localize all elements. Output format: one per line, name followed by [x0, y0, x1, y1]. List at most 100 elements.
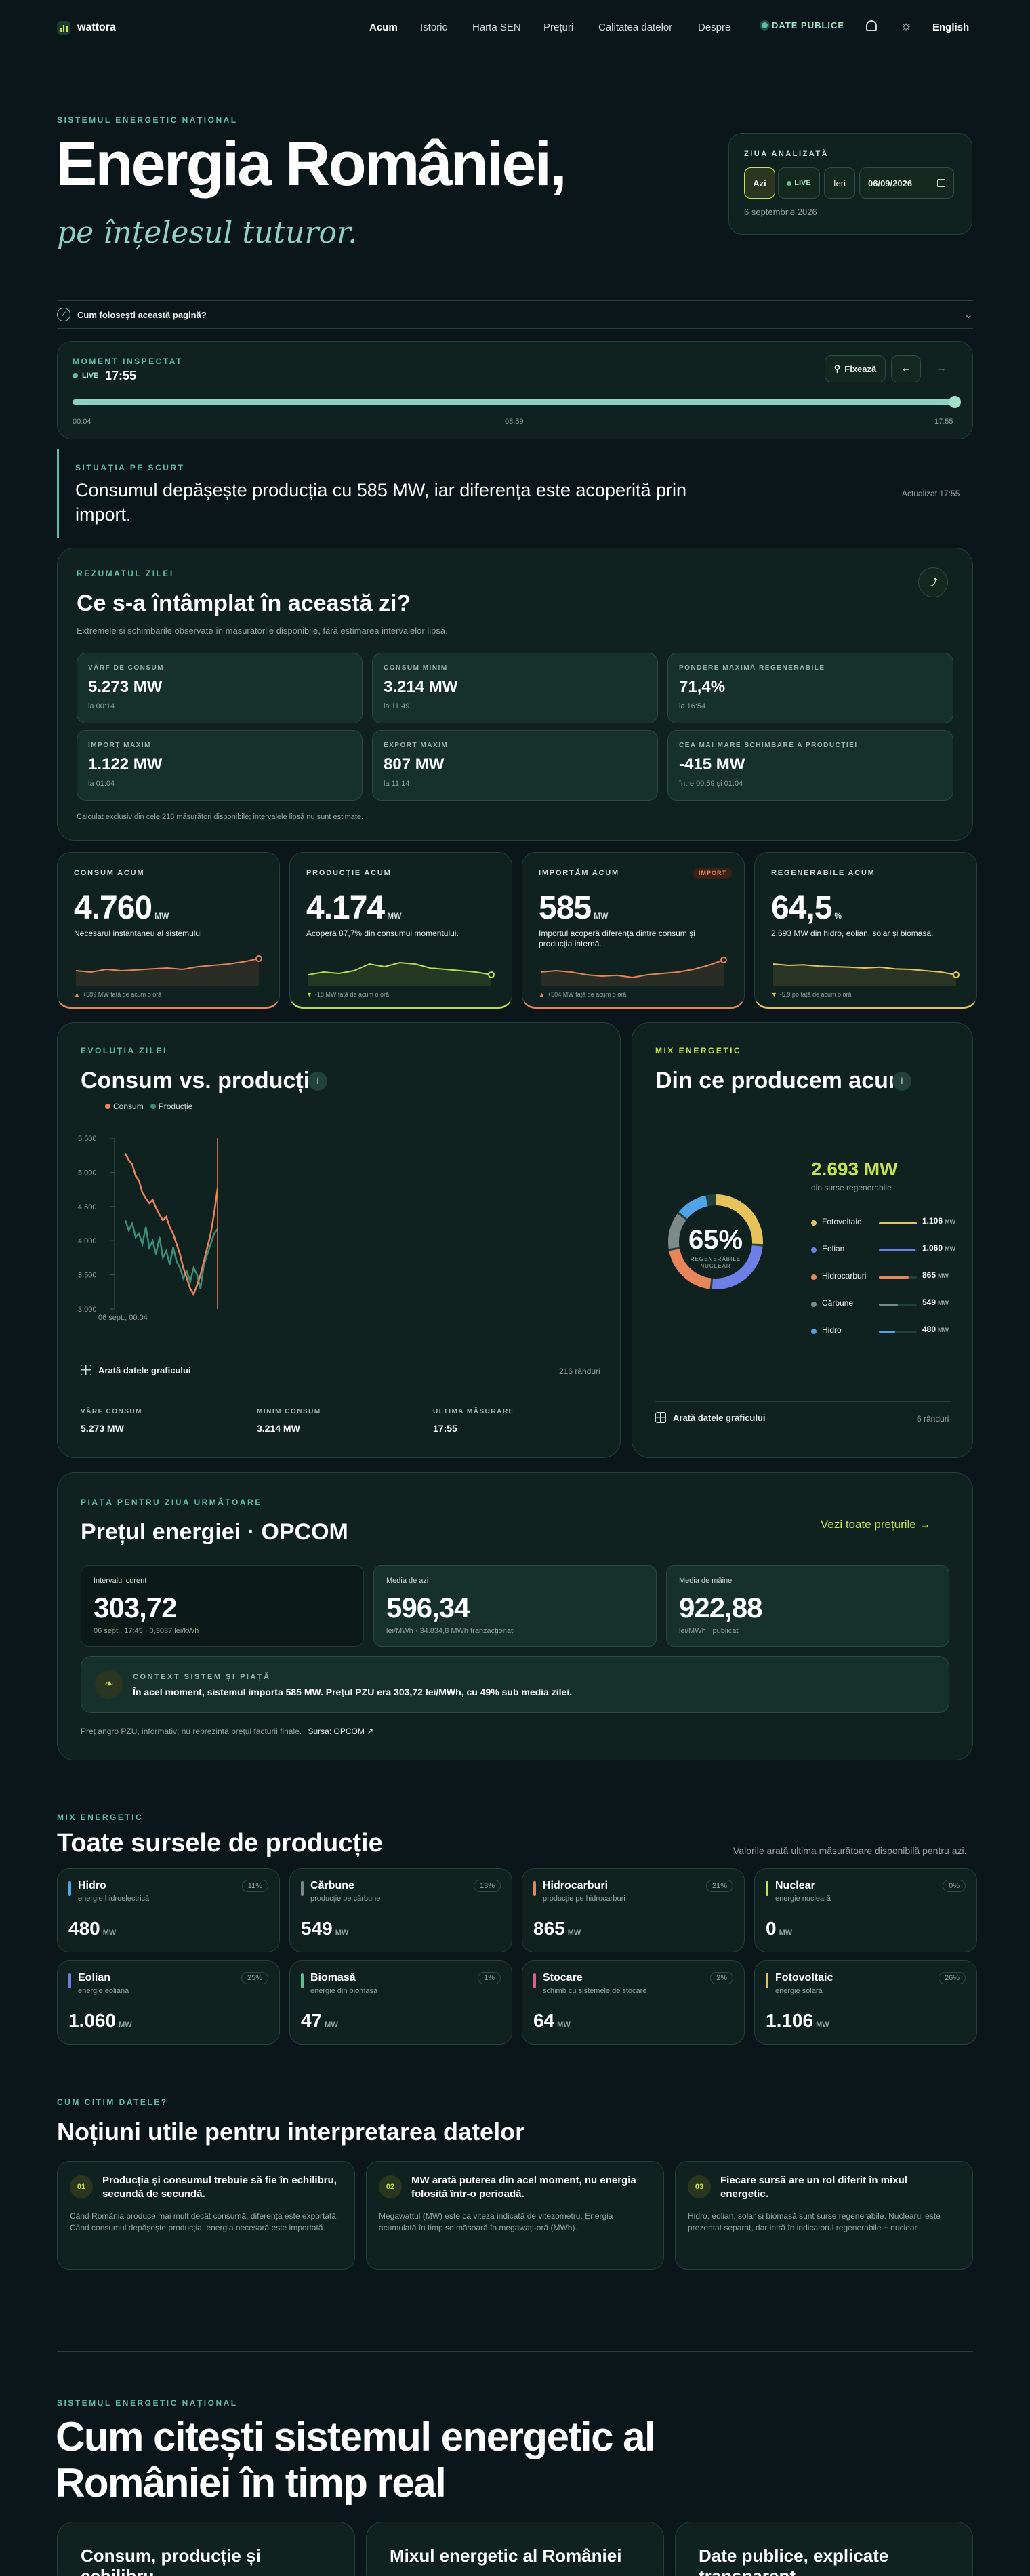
source-card[interactable]: Biomasă energie din biomasă 1% 47 MW — [289, 1960, 512, 2045]
kpi-desc: Acoperă 87,7% din consumul momentului. — [306, 929, 459, 938]
source-card[interactable]: Fotovoltaic energie solară 26% 1.106 MW — [754, 1960, 977, 2045]
help-toggle[interactable]: ✓ Cum folosești această pagină? ⌄ — [57, 301, 973, 328]
nav-harta-sen[interactable]: Harta SEN — [472, 22, 521, 33]
evolution-info-icon[interactable]: i — [308, 1072, 327, 1091]
source-unit: MW — [557, 2021, 571, 2029]
kpi-label: PRODUCȚIE ACUM — [306, 869, 392, 877]
donut-slice — [668, 1194, 763, 1289]
kpi-value: 4.174 — [306, 890, 385, 926]
data-point — [165, 1250, 167, 1252]
y-tick-label: 3.500 — [78, 1272, 97, 1280]
evolution-stat-value: 5.273 MW — [81, 1423, 124, 1434]
kpi-delta: ▲ +589 MW față de acum o oră — [74, 991, 162, 998]
data-point — [196, 1284, 198, 1286]
source-color-bar — [301, 1881, 304, 1896]
sparkline-area — [541, 960, 724, 986]
mix-legend-row[interactable]: Hidrocarburi 865 MW — [811, 1270, 960, 1285]
source-desc: energie nucleară — [775, 1895, 831, 1903]
day-panel: ZIUA ANALIZATĂ Azi LIVE Ieri 06/09/2026 … — [728, 133, 972, 235]
mix-row-count: 6 rânduri — [917, 1414, 949, 1424]
mix-show-data-toggle[interactable]: Arată datele graficului — [655, 1412, 766, 1423]
mix-bar-fill — [879, 1222, 917, 1224]
yesterday-button[interactable]: Ieri — [824, 167, 855, 199]
opcom-source-link[interactable]: Sursa: OPCOM ↗ — [308, 1727, 374, 1736]
mix-bar-track — [879, 1249, 917, 1251]
all-prices-link[interactable]: Vezi toate prețurile → — [821, 1518, 931, 1531]
metric-label: EXPORT MAXIM — [384, 742, 449, 749]
explainer-card[interactable]: Consum, producție și echilibru — [57, 2522, 355, 2576]
summary-metric: CEA MAI MARE SCHIMBARE A PRODUCȚIEI -415 … — [667, 730, 953, 801]
nav-despre[interactable]: Despre — [698, 22, 731, 33]
metric-label: CEA MAI MARE SCHIMBARE A PRODUCȚIEI — [679, 742, 858, 749]
mix-donut-chart[interactable] — [665, 1191, 766, 1293]
today-button[interactable]: Azi — [744, 167, 775, 199]
public-data-badge[interactable]: DATE PUBLICE — [762, 20, 844, 31]
kpi-unit: MW — [387, 911, 402, 921]
language-switch[interactable]: English — [932, 22, 970, 33]
explainer-card[interactable]: Date publice, explicate transparent — [675, 2522, 973, 2576]
explainer-card-title: Mixul energetic al României — [390, 2545, 622, 2566]
summary-title: Ce s-a întâmplat în această zi? — [77, 590, 411, 616]
source-color-bar — [301, 1973, 304, 1988]
metric-sub: la 16:54 — [679, 702, 706, 710]
mix-info-icon[interactable]: i — [892, 1072, 911, 1091]
data-point — [176, 1260, 178, 1262]
nav-calitatea-datelor[interactable]: Calitatea datelor — [598, 22, 673, 33]
kpi-unit: % — [834, 911, 842, 921]
price-sub: 06 sept., 17:45 · 0,3037 lei/kWh — [94, 1627, 199, 1635]
pin-icon: ⚲ — [833, 363, 841, 374]
sparkline-area — [773, 964, 956, 986]
next-button[interactable]: → — [936, 363, 947, 374]
data-point — [128, 1159, 129, 1161]
source-card[interactable]: Cărbune producție pe cărbune 13% 549 MW — [289, 1868, 512, 1952]
summary-desc: Extremele și schimbările observate în mă… — [77, 626, 448, 636]
source-card[interactable]: Nuclear energie nucleară 0% 0 MW — [754, 1868, 977, 1952]
mix-legend-row[interactable]: Cărbune 549 MW — [811, 1297, 960, 1312]
data-point — [182, 1277, 184, 1279]
y-tick-label: 5.000 — [78, 1169, 97, 1177]
nav-acum[interactable]: Acum — [369, 22, 398, 33]
bars-logo-icon — [57, 21, 70, 35]
mix-legend-row[interactable]: Eolian 1.060 MW — [811, 1243, 960, 1257]
previous-button[interactable]: ← — [891, 355, 921, 382]
source-card[interactable]: Stocare schimb cu sistemele de stocare 2% 6… — [522, 1960, 745, 2045]
bell-icon[interactable] — [866, 20, 877, 31]
time-slider-handle[interactable] — [949, 396, 961, 408]
kpi-delta: ▼ -18 MW față de acum o oră — [306, 991, 389, 998]
data-point — [186, 1277, 188, 1279]
data-point — [155, 1253, 157, 1255]
mix-legend-row[interactable]: Hidro 480 MW — [811, 1325, 960, 1339]
situation-block: SITUAȚIA PE SCURT Consumul depășește pro… — [57, 449, 973, 538]
mix-legend-row[interactable]: Fotovoltaic 1.106 MW — [811, 1216, 960, 1230]
source-card[interactable]: Hidrocarburi producție pe hidrocarburi 21%… — [522, 1868, 745, 1952]
source-card[interactable]: Hidro energie hidroelectrică 11% 480 MW — [57, 1868, 280, 1952]
show-chart-data-toggle[interactable]: Arată datele graficului — [81, 1365, 191, 1375]
share-button[interactable]: ⤴ — [918, 567, 948, 597]
theme-toggle-sun-icon[interactable]: ☼ — [900, 19, 912, 33]
explainer-card[interactable]: Mixul energetic al României — [366, 2522, 664, 2576]
data-point — [135, 1236, 136, 1238]
data-point — [207, 1253, 208, 1255]
date-input[interactable]: 06/09/2026 — [859, 167, 954, 199]
source-card[interactable]: Eolian energie eoliană 25% 1.060 MW — [57, 1960, 280, 2045]
brand-logo[interactable]: wattora — [57, 19, 165, 37]
pin-button[interactable]: ⚲ Fixează — [825, 355, 886, 382]
nav-preturi[interactable]: Prețuri — [543, 22, 574, 33]
data-point — [196, 1274, 198, 1276]
kpi-value-row: 4.760 MW — [74, 889, 169, 927]
kpi-unit: MW — [154, 911, 169, 921]
hero-title: Energia României, — [56, 129, 567, 199]
live-button[interactable]: LIVE — [778, 167, 820, 199]
evolution-kicker: EVOLUȚIA ZILEI — [81, 1046, 167, 1055]
notion-card: 03 Fiecare sursă are un rol diferit în mi… — [675, 2161, 973, 2270]
time-slider-track[interactable] — [73, 396, 961, 408]
arrow-up-icon: ▲ — [74, 991, 80, 998]
hero-subtitle: pe înțelesul tuturor. — [57, 216, 358, 250]
mix-kicker: MIX ENERGETIC — [655, 1046, 742, 1055]
kpi-card: CONSUM ACUM 4.760 MW Necesarul instantaneu … — [57, 852, 280, 1009]
notion-text: Megawattul (MW) este ca viteza indicată … — [379, 2211, 613, 2232]
source-value: 47 — [301, 2010, 323, 2031]
nav-istoric[interactable]: Istoric — [420, 22, 448, 33]
kpi-value-row: 64,5% — [771, 889, 842, 927]
